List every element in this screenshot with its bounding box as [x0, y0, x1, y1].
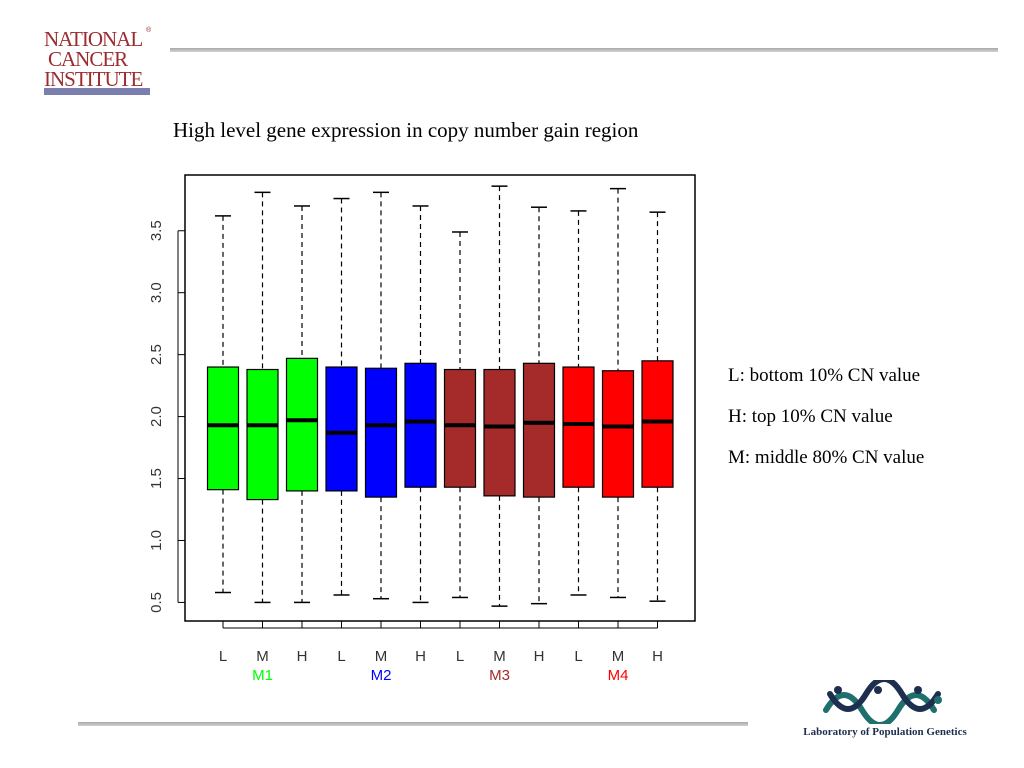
- svg-text:NATIONAL: NATIONAL: [44, 27, 142, 51]
- lab-logo: Laboratory of Population Genetics: [778, 676, 992, 746]
- box-iqr: [246, 368, 279, 501]
- y-tick-label: 3.0: [148, 282, 165, 303]
- x-tick-label: M: [612, 648, 625, 665]
- box-M2-H: [404, 205, 437, 604]
- group-label-M3: M3: [489, 667, 510, 684]
- box-M2-M: [364, 191, 398, 600]
- group-label-M2: M2: [371, 667, 392, 684]
- box-M4-L: [562, 210, 595, 596]
- x-tick-label: M: [375, 648, 388, 665]
- svg-text:INSTITUTE: INSTITUTE: [44, 67, 142, 91]
- box-iqr: [562, 366, 595, 488]
- box-M3-M: [483, 185, 516, 607]
- box-M1-H: [285, 205, 319, 604]
- y-tick-label: 1.0: [148, 530, 165, 551]
- x-tick-label: M: [256, 648, 269, 665]
- x-tick-label: L: [574, 648, 582, 665]
- legend-item-low: L: bottom 10% CN value: [728, 365, 921, 386]
- dna-helix-icon: [823, 676, 942, 728]
- box-M1-M: [246, 191, 279, 604]
- box-iqr: [364, 367, 398, 498]
- box-M2-L: [325, 197, 358, 596]
- box-iqr: [404, 362, 437, 488]
- x-tick-label: H: [534, 648, 545, 665]
- x-tick-label: H: [297, 648, 308, 665]
- box-iqr: [325, 366, 358, 492]
- plot-frame: [184, 174, 696, 622]
- box-iqr: [522, 362, 556, 498]
- y-tick-label: 2.0: [148, 406, 165, 427]
- group-label-M4: M4: [608, 667, 629, 684]
- box-iqr: [443, 368, 477, 488]
- box-M4-M: [601, 187, 635, 599]
- legend-item-middle: M: middle 80% CN value: [728, 447, 925, 468]
- boxes: [206, 185, 674, 607]
- x-tick-label: H: [415, 648, 426, 665]
- footer-rule: [78, 722, 748, 726]
- box-iqr: [601, 370, 635, 498]
- slide-title: High level gene expression in copy numbe…: [173, 118, 639, 142]
- x-tick-label: L: [219, 648, 227, 665]
- box-M4-H: [641, 211, 674, 602]
- x-tick-label: M: [493, 648, 506, 665]
- legend: L: bottom 10% CN value H: top 10% CN val…: [728, 355, 924, 478]
- box-iqr: [285, 357, 319, 492]
- header-rule: [170, 48, 998, 52]
- box-iqr: [641, 360, 674, 488]
- lab-name: Laboratory of Population Genetics: [803, 726, 967, 738]
- box-M3-L: [443, 231, 477, 599]
- legend-item-high: H: top 10% CN value: [728, 406, 893, 427]
- y-tick-label: 0.5: [148, 592, 165, 613]
- svg-text:CANCER: CANCER: [48, 47, 128, 71]
- y-tick-label: 3.5: [148, 220, 165, 241]
- y-tick-label: 2.5: [148, 344, 165, 365]
- box-M3-H: [522, 206, 556, 605]
- x-tick-label: L: [337, 648, 345, 665]
- y-axis: 0.5 1.0 1.5 2.0 2.5 3.0 3.5: [148, 220, 185, 613]
- x-tick-label: H: [652, 648, 663, 665]
- box-M1-L: [206, 215, 240, 594]
- x-tick-label: L: [456, 648, 464, 665]
- box-iqr: [483, 368, 516, 497]
- svg-text:®: ®: [146, 26, 152, 34]
- y-tick-label: 1.5: [148, 468, 165, 489]
- box-iqr: [206, 366, 240, 491]
- x-axis: L M H L M H L M H L M H M1 M2 M3 M4: [219, 621, 663, 684]
- group-label-M1: M1: [252, 667, 273, 684]
- nci-logo: NATIONAL ® CANCER INSTITUTE: [42, 24, 154, 98]
